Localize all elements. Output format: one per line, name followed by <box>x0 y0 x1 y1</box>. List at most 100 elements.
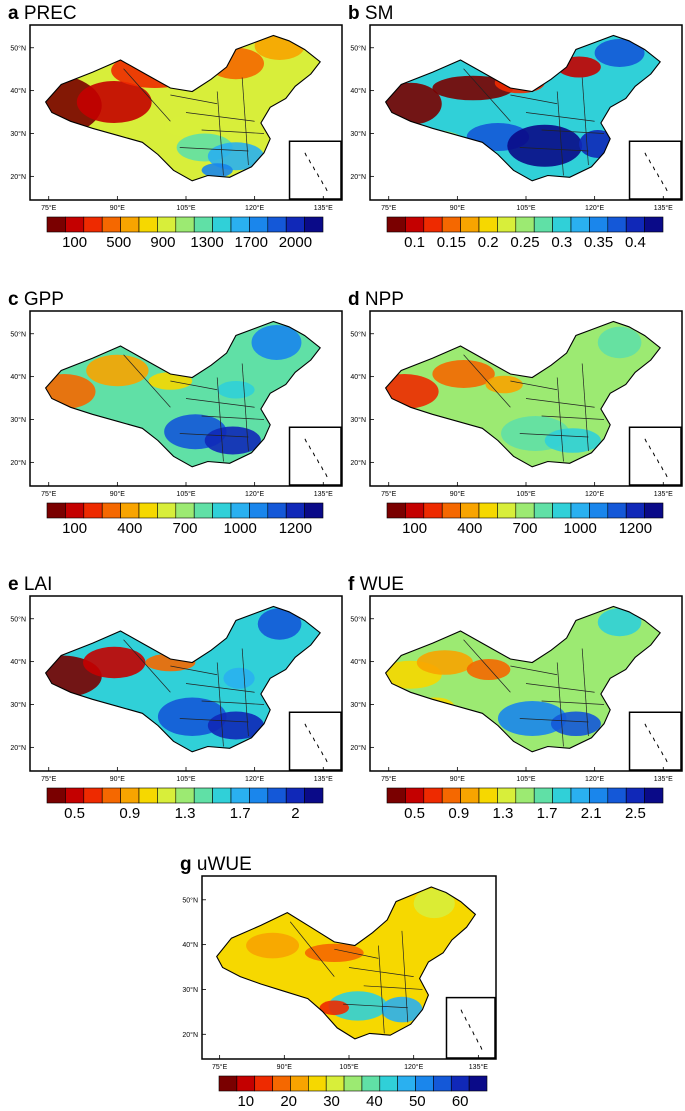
lon-tick-label: 105°E <box>516 775 535 783</box>
inset-map <box>288 140 342 200</box>
colorbar-swatch <box>193 216 213 233</box>
colorbar-swatch <box>138 216 158 233</box>
lon-tick-label: 135°E <box>314 775 333 783</box>
lat-tick-label: 50°N <box>182 896 198 904</box>
colorbar-label: 1.3 <box>175 805 196 822</box>
lon-tick-label: 90°E <box>110 204 126 212</box>
colorbar-swatch <box>193 787 213 804</box>
colorbar-swatch <box>515 502 535 519</box>
value-regions <box>216 888 455 1023</box>
china-outline <box>44 605 321 753</box>
china-outline <box>384 320 661 468</box>
colorbar-swatch <box>267 502 287 519</box>
colorbar-swatch <box>272 1075 291 1092</box>
value-regions <box>385 608 642 736</box>
lat-tick-label: 30°N <box>350 701 366 709</box>
value-region <box>381 996 423 1023</box>
colorbar-swatch <box>423 787 443 804</box>
colorbar-label: 400 <box>117 520 142 537</box>
lon-tick-label: 105°E <box>339 1063 358 1071</box>
panel-label-e: e LAI <box>8 574 52 595</box>
colorbar-label: 1300 <box>190 234 223 251</box>
lat-tick-label: 20°N <box>10 459 26 467</box>
colorbar-label: 10 <box>237 1093 254 1110</box>
colorbar-label: 20 <box>280 1093 297 1110</box>
colorbar-swatch <box>515 216 535 233</box>
value-region <box>413 888 455 919</box>
colorbar-label: 0.35 <box>584 234 613 251</box>
colorbar-swatch <box>386 216 406 233</box>
lon-tick-label: 90°E <box>277 1063 293 1071</box>
lat-tick-label: 40°N <box>350 87 366 95</box>
value-region <box>304 943 364 963</box>
lat-tick-label: 50°N <box>10 615 26 623</box>
colorbar-label: 500 <box>106 234 131 251</box>
province-borders <box>463 639 605 747</box>
colorbar-label: 0.25 <box>510 234 539 251</box>
colorbar-swatch <box>120 216 140 233</box>
colorbar-label: 900 <box>150 234 175 251</box>
province-borders <box>123 354 265 462</box>
colorbar-swatch <box>175 216 195 233</box>
colorbar-g: 10 20 30 40 50 60 <box>218 1075 488 1110</box>
lat-tick-label: 40°N <box>10 658 26 666</box>
colorbar-swatch <box>175 787 195 804</box>
colorbar-swatch <box>101 787 121 804</box>
lat-tick-label: 30°N <box>10 701 26 709</box>
colorbar-d: 100 400 700 1000 1200 <box>386 502 664 537</box>
colorbar-label: 1000 <box>564 520 597 537</box>
lat-tick-label: 50°N <box>10 44 26 52</box>
inset-map <box>628 711 682 771</box>
colorbar-swatch <box>441 502 461 519</box>
colorbar-c: 100 400 700 1000 1200 <box>46 502 324 537</box>
colorbar-swatch <box>468 1075 488 1092</box>
value-region <box>319 1000 349 1016</box>
china-outline <box>216 886 477 1040</box>
colorbar-swatch <box>157 216 177 233</box>
panel-c: c GPP 50°N 40°N 30°N 20°N 75°E 90°E 105°E 120°E 1… <box>8 289 343 537</box>
colorbar-swatch <box>212 216 232 233</box>
colorbar-swatch <box>46 787 66 804</box>
colorbar-swatch <box>46 502 66 519</box>
colorbar-swatch <box>625 216 645 233</box>
china-field <box>385 321 661 467</box>
colorbar-swatch <box>285 502 305 519</box>
colorbar-swatch <box>83 787 103 804</box>
colorbar-swatch <box>304 502 324 519</box>
colorbar-swatch <box>65 787 85 804</box>
china-outline <box>44 34 321 182</box>
lon-tick-label: 75°E <box>381 204 397 212</box>
colorbar-swatch <box>460 502 480 519</box>
province-borders <box>463 68 605 176</box>
lon-tick-label: 75°E <box>212 1063 228 1071</box>
colorbar-swatch <box>285 787 305 804</box>
colorbar-swatch <box>533 216 553 233</box>
colorbar-label: 0.9 <box>448 805 469 822</box>
inset-map <box>288 711 342 771</box>
colorbar-swatch <box>497 216 517 233</box>
lat-tick-label: 30°N <box>10 416 26 424</box>
colorbar-swatch <box>138 502 158 519</box>
panel-e: e LAI 50°N 40°N 30°N 20°N 75°E 90°E 105°E 120°E 1… <box>8 574 343 822</box>
lon-tick-label: 120°E <box>245 490 264 498</box>
colorbar-e: 0.5 0.9 1.3 1.7 2 <box>46 787 324 822</box>
colorbar-label: 1.3 <box>492 805 513 822</box>
lon-tick-label: 75°E <box>41 775 57 783</box>
colorbar-swatch <box>386 787 406 804</box>
value-region <box>246 932 300 959</box>
lon-tick-label: 75°E <box>381 490 397 498</box>
lon-tick-label: 120°E <box>585 775 604 783</box>
colorbar-label: 1200 <box>619 520 652 537</box>
colorbar-swatch <box>589 216 609 233</box>
colorbar-swatch <box>249 502 269 519</box>
colorbar-label: 0.5 <box>64 805 85 822</box>
lon-tick-label: 105°E <box>176 204 195 212</box>
colorbar-swatch <box>552 216 572 233</box>
colorbar-swatch <box>285 216 305 233</box>
colorbar-swatch <box>138 787 158 804</box>
colorbar-swatch <box>120 787 140 804</box>
province-borders <box>463 354 605 462</box>
lat-tick-label: 40°N <box>182 941 198 949</box>
colorbar-swatch <box>46 216 66 233</box>
lon-tick-label: 135°E <box>654 204 673 212</box>
